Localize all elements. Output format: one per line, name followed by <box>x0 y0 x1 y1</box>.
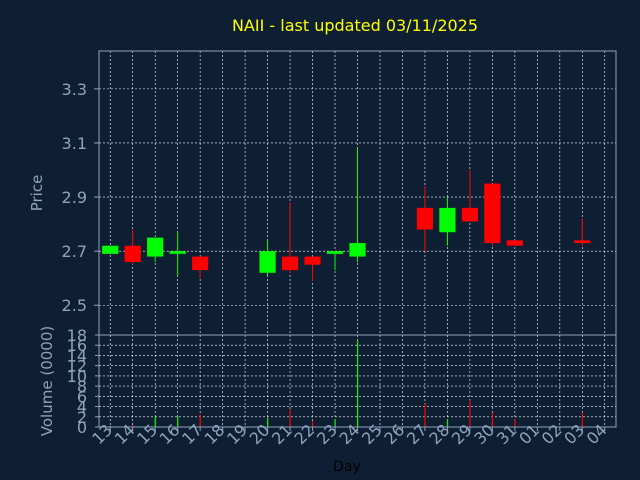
volume-bar <box>446 419 449 427</box>
candle-body <box>416 207 434 230</box>
volume-axis-label: Volume (0000) <box>38 326 56 436</box>
price-y-ticks: 2.5 2.7 2.9 3.1 3.3 <box>62 80 99 315</box>
volume-y-tick-label: 8 <box>77 377 87 396</box>
x-axis-ticks: 1314151617181920212223242526272829303101… <box>88 420 610 448</box>
volume-bar <box>267 417 269 427</box>
candle-body <box>169 251 186 254</box>
volume-bar <box>289 409 291 427</box>
volume-bar <box>199 414 201 427</box>
volume-bar <box>424 404 426 427</box>
volume-bar <box>154 416 156 427</box>
candle-body <box>484 183 501 244</box>
volume-bar <box>581 412 583 427</box>
volume-bar <box>312 420 314 427</box>
volume-y-tick-label: 0 <box>77 418 87 437</box>
volume-y-tick-label: 6 <box>77 387 87 406</box>
candle-body <box>506 240 523 246</box>
candle-body <box>574 240 591 244</box>
candle-body <box>281 256 299 271</box>
volume-bar <box>491 412 494 427</box>
volume-y-tick-label: 10 <box>67 367 87 386</box>
price-y-tick-label: 3.3 <box>62 80 87 99</box>
price-y-tick-label: 2.9 <box>62 188 87 207</box>
volume-bar <box>132 424 134 427</box>
price-axis-label: Price <box>28 175 46 212</box>
volume-bar <box>514 419 516 427</box>
volume-bar <box>357 341 359 427</box>
volume-y-tick-label: 14 <box>67 346 87 365</box>
volume-y-tick-label: 12 <box>67 357 87 376</box>
candle-body <box>461 207 478 222</box>
price-candles <box>102 148 591 281</box>
price-y-tick-label: 2.7 <box>62 242 87 261</box>
price-y-tick-label: 2.5 <box>62 296 87 315</box>
candle-body <box>192 256 209 271</box>
x-axis-label: Day <box>333 459 361 475</box>
volume-bars <box>109 341 583 427</box>
volume-bar <box>334 419 336 427</box>
volume-y-tick-label: 4 <box>77 398 87 417</box>
volume-y-tick-label: 2 <box>77 408 87 427</box>
price-y-tick-label: 3.1 <box>62 134 87 153</box>
volume-grid <box>99 334 616 428</box>
candle-body <box>124 245 141 262</box>
candle-body <box>349 243 366 257</box>
volume-bar <box>469 400 471 427</box>
volume-y-tick-label: 16 <box>67 336 87 355</box>
candle-body <box>102 245 119 254</box>
candle-body <box>439 207 456 233</box>
x-tick-label: 04 <box>583 420 611 448</box>
chart-title: NAII - last updated 03/11/2025 <box>232 16 478 35</box>
candle-body <box>326 251 344 254</box>
candle-body <box>147 237 164 257</box>
candle-body <box>259 251 276 273</box>
volume-y-tick-label: 18 <box>67 326 87 345</box>
candle-body <box>304 256 321 265</box>
volume-bar <box>177 416 179 427</box>
volume-bar <box>109 425 111 427</box>
price-grid <box>99 51 616 335</box>
